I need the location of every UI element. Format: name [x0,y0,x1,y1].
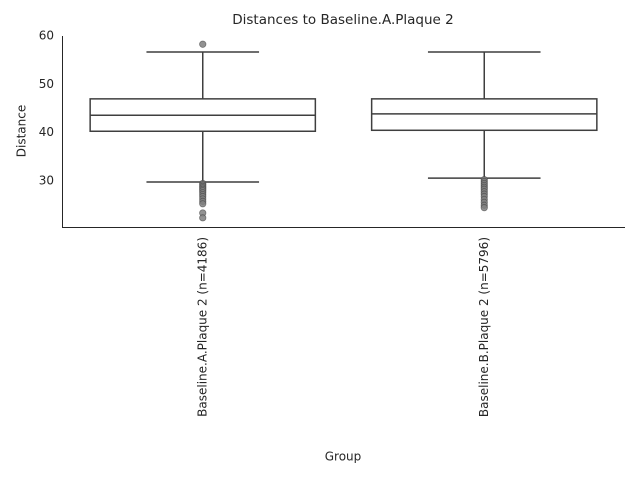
x-axis-label: Group [325,450,362,464]
y-axis-label: Distance [15,105,29,157]
outlier [480,204,488,212]
x-tick-label: Baseline.B.Plaque 2 (n=5796) [477,237,491,417]
x-tick-label: Baseline.A.Plaque 2 (n=4186) [195,237,209,417]
outlier [199,40,207,48]
outlier [199,214,207,222]
y-tick-label: 60 [39,29,54,43]
y-tick-label: 30 [39,174,54,188]
y-tick-label: 50 [39,77,54,91]
outlier [199,200,207,208]
chart-title: Distances to Baseline.A.Plaque 2 [232,12,454,28]
y-tick-label: 40 [39,125,54,139]
